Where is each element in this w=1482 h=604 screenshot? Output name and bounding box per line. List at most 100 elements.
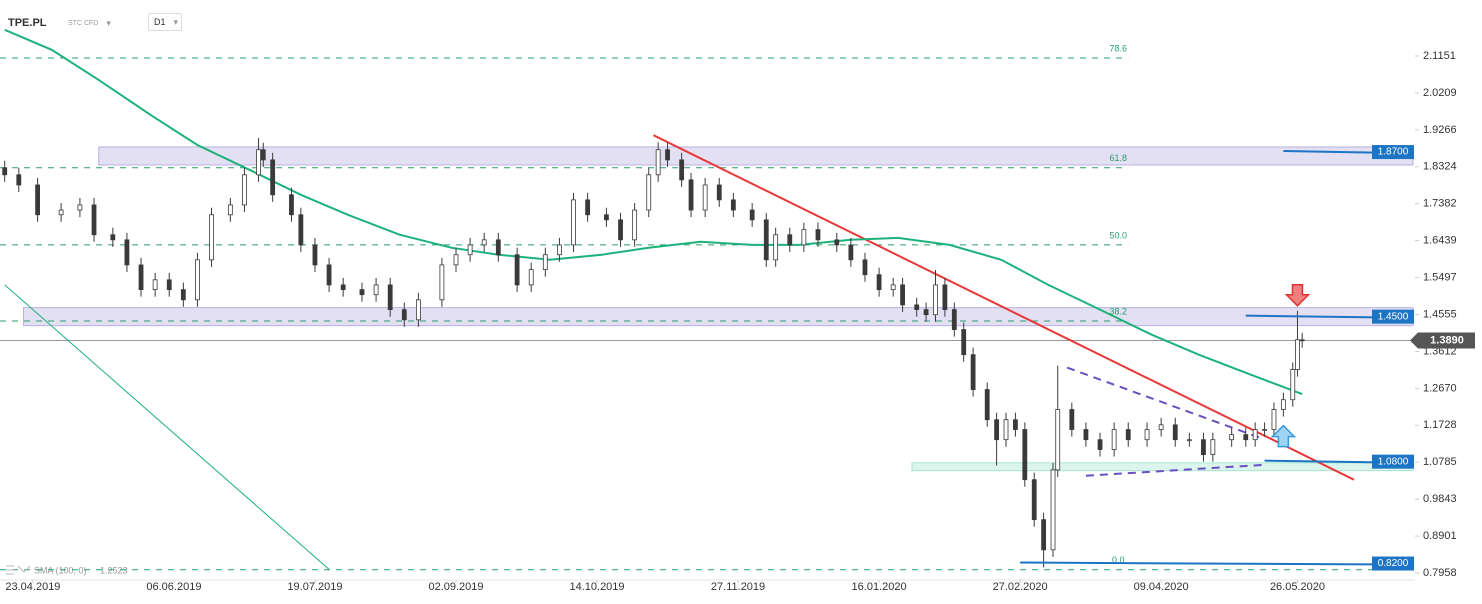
candle — [730, 192, 736, 218]
candle-body — [834, 239, 840, 246]
candle — [933, 270, 938, 322]
candle-body — [166, 279, 172, 291]
candle — [1031, 472, 1037, 527]
level-label: 1.8700 — [1378, 147, 1409, 158]
candle-body — [209, 214, 214, 261]
candle-body — [1022, 429, 1028, 481]
candle-body — [1262, 429, 1267, 431]
candle-body — [646, 174, 652, 211]
sell-arrow — [1284, 284, 1311, 307]
candle — [876, 267, 882, 297]
candle-body — [585, 199, 591, 216]
candle-body — [1201, 439, 1206, 455]
candle-body — [387, 284, 393, 310]
x-tick-label: 14.10.2019 — [569, 581, 624, 593]
candle — [260, 142, 266, 167]
candle-body — [453, 254, 459, 266]
candle — [942, 277, 948, 317]
x-tick-label: 26.05.2020 — [1270, 581, 1325, 593]
candle — [914, 297, 920, 317]
level-tag — [1372, 145, 1414, 160]
candle-body — [180, 289, 186, 301]
candle-body — [933, 284, 938, 316]
fib-label: 78.6 — [1109, 43, 1127, 53]
candle-body — [1069, 409, 1075, 430]
candle-body — [91, 204, 97, 236]
candle-body — [124, 239, 130, 266]
candle — [1144, 422, 1150, 447]
trend-line — [652, 134, 1355, 481]
candle — [787, 227, 793, 252]
candle — [35, 177, 41, 222]
candle-body — [815, 229, 821, 241]
candle-body — [702, 184, 708, 211]
candle-body — [749, 209, 755, 221]
x-tick-label: 19.07.2019 — [287, 581, 342, 593]
fib-label: 50.0 — [1109, 230, 1127, 240]
candle-body — [1158, 424, 1164, 430]
candle — [256, 137, 261, 182]
candle — [180, 282, 186, 307]
y-tick-label: 0.7958 — [1423, 567, 1457, 579]
y-tick-label: 1.4555 — [1423, 308, 1457, 320]
candle-body — [1280, 399, 1286, 410]
candle-body — [289, 194, 294, 216]
timeframe-select[interactable]: D1 ▾ — [148, 13, 182, 31]
candle-body — [862, 259, 868, 276]
candle — [124, 232, 130, 272]
candle — [848, 237, 854, 267]
candle-body — [848, 244, 854, 261]
candle-body — [195, 259, 200, 301]
candle-body — [16, 174, 22, 186]
candle — [970, 347, 976, 397]
candle-body — [1144, 429, 1150, 441]
candle — [514, 247, 520, 292]
y-tick-label: 1.5497 — [1423, 271, 1457, 283]
candle — [834, 232, 840, 252]
candle — [387, 277, 393, 317]
level-tag — [1372, 454, 1414, 469]
instrument[interactable]: STC CFD ▾ — [68, 14, 111, 32]
candle — [453, 247, 459, 272]
y-tick-label: 0.8901 — [1423, 530, 1457, 542]
candle — [1050, 462, 1056, 557]
y-tick-label: 1.1728 — [1423, 419, 1457, 431]
candle — [961, 322, 967, 362]
candle — [951, 302, 957, 337]
candle-body — [1172, 424, 1178, 441]
last-price-label: 1.3890 — [1430, 334, 1464, 346]
dropdown-caret: ▾ — [106, 17, 111, 28]
candle-body — [1243, 434, 1249, 441]
fib-label: 38.2 — [1109, 306, 1127, 316]
candle-body — [256, 149, 261, 176]
level-tag — [1372, 309, 1414, 324]
x-tick-label: 16.01.2020 — [852, 581, 907, 593]
candle-body — [951, 309, 957, 330]
y-tick-label: 1.2670 — [1423, 382, 1457, 394]
dropdown-caret: ▾ — [173, 16, 179, 27]
candle — [763, 212, 769, 267]
candle — [994, 412, 1000, 466]
candle — [77, 197, 83, 218]
symbol[interactable]: TPE.PL — [8, 17, 47, 29]
candle-body — [876, 274, 882, 291]
candle-body — [1083, 429, 1089, 441]
candle — [618, 212, 623, 247]
candle-body — [359, 289, 365, 296]
last-price-tag — [1410, 332, 1475, 349]
candle-body — [152, 279, 158, 291]
candle — [528, 262, 534, 292]
candle — [1262, 422, 1267, 437]
candle-body — [373, 284, 379, 296]
candle — [1280, 392, 1286, 417]
candle — [1083, 422, 1089, 447]
fib-label: 61.8 — [1109, 153, 1127, 163]
candle — [665, 142, 670, 167]
x-tick-label: 27.11.2019 — [711, 581, 765, 593]
candle — [312, 237, 318, 272]
candle-body — [688, 179, 694, 211]
candle-body — [514, 254, 520, 286]
candle — [289, 187, 294, 222]
candle — [1201, 432, 1206, 462]
